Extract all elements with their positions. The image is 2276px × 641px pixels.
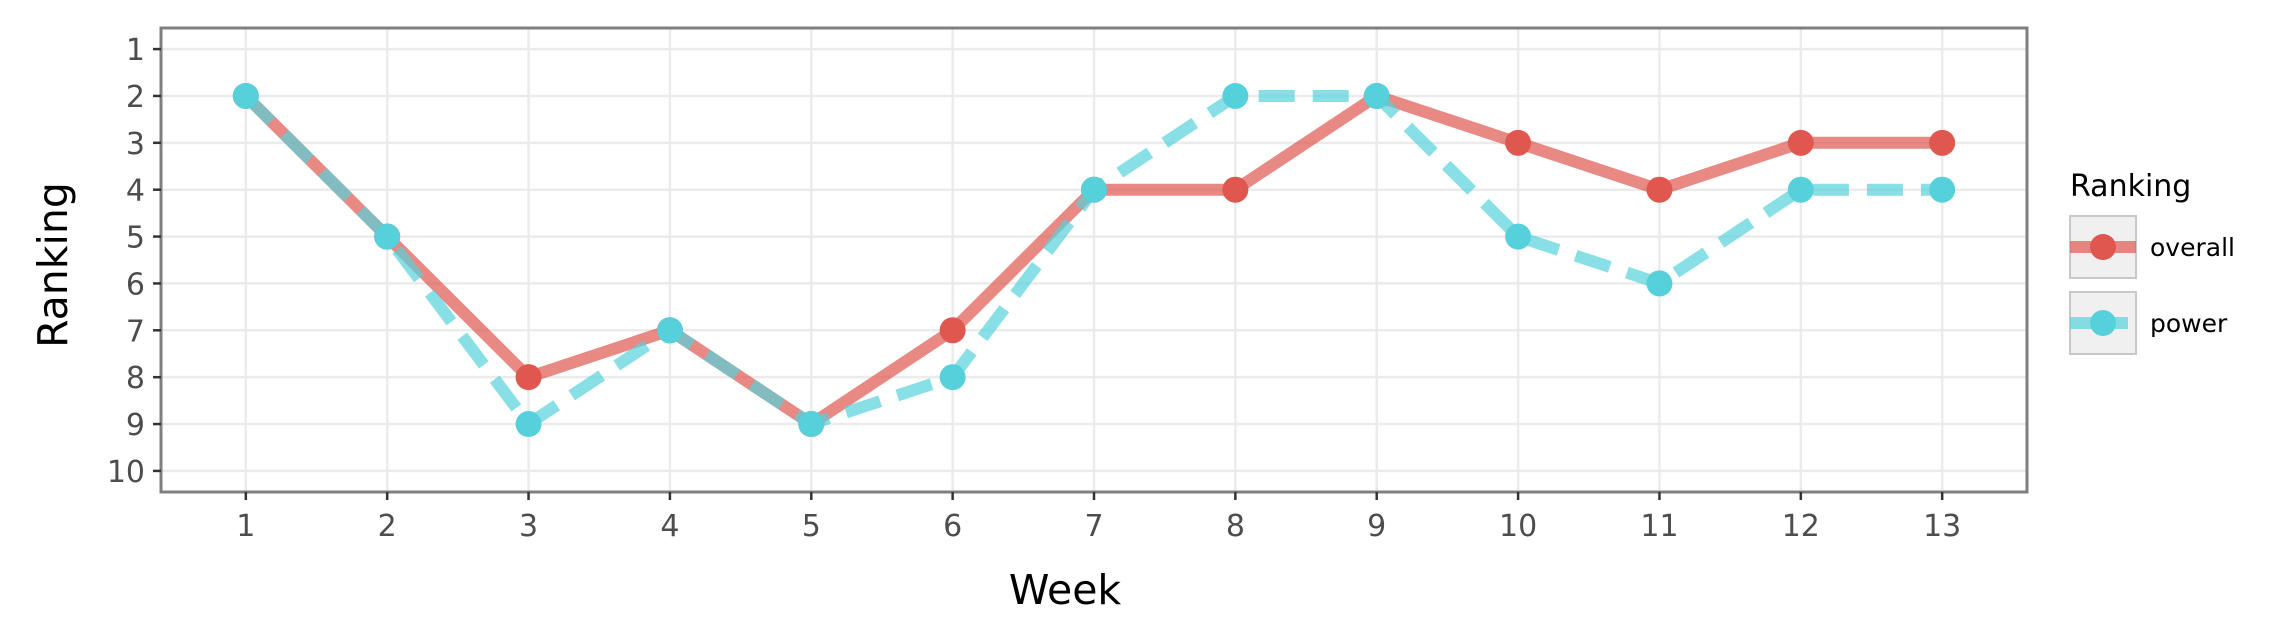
- x-tick-label: 5: [802, 509, 821, 544]
- data-point-power: [1363, 82, 1390, 109]
- data-point-power: [1929, 176, 1956, 203]
- x-tick-label: 6: [943, 509, 962, 544]
- x-tick-label: 1: [236, 509, 255, 544]
- y-tick-label: 2: [126, 80, 145, 115]
- data-point-overall: [1646, 176, 1673, 203]
- data-point-power: [656, 317, 683, 344]
- x-tick-label: 2: [378, 509, 397, 544]
- x-tick-label: 12: [1782, 509, 1820, 544]
- x-tick-label: 3: [519, 509, 538, 544]
- legend: Ranking overall power: [2069, 169, 2235, 355]
- x-tick-label: 8: [1226, 509, 1245, 544]
- data-point-power: [939, 364, 966, 391]
- legend-marker-overall: [2090, 234, 2116, 260]
- data-point-overall: [1505, 129, 1532, 156]
- data-point-overall: [1222, 176, 1249, 203]
- y-tick-label: 6: [126, 267, 145, 302]
- legend-marker-power: [2090, 310, 2116, 336]
- y-tick-label: 10: [107, 455, 145, 490]
- y-tick-label: 3: [126, 127, 145, 162]
- data-point-overall: [515, 364, 542, 391]
- data-point-power: [1222, 82, 1249, 109]
- y-tick-label: 8: [126, 361, 145, 396]
- y-tick-label: 5: [126, 221, 145, 256]
- legend-label-overall: overall: [2150, 233, 2235, 262]
- data-point-power: [1081, 176, 1107, 203]
- x-tick-label: 9: [1367, 509, 1386, 544]
- data-point-power: [1646, 270, 1673, 297]
- data-point-power: [374, 223, 401, 250]
- y-tick-label: 7: [126, 314, 145, 349]
- x-tick-label: 7: [1084, 509, 1103, 544]
- data-point-power: [232, 82, 259, 109]
- data-point-overall: [1787, 129, 1814, 156]
- data-point-overall: [1929, 129, 1956, 156]
- y-tick-label: 1: [126, 33, 145, 68]
- series-layer: [232, 82, 1956, 438]
- x-axis-title: Week: [1009, 566, 1122, 614]
- data-point-power: [798, 411, 825, 438]
- data-point-power: [1505, 223, 1532, 250]
- y-tick-label: 9: [126, 408, 145, 443]
- x-tick-label: 4: [660, 509, 679, 544]
- legend-title: Ranking: [2070, 169, 2191, 204]
- x-tick-label: 10: [1499, 509, 1537, 544]
- data-point-overall: [939, 317, 966, 344]
- x-tick-label: 13: [1923, 509, 1961, 544]
- x-tick-label: 11: [1640, 509, 1678, 544]
- y-tick-label: 4: [126, 174, 145, 209]
- y-axis-title: Ranking: [29, 182, 77, 348]
- data-point-power: [1787, 176, 1814, 203]
- data-point-power: [515, 411, 542, 438]
- legend-label-power: power: [2150, 309, 2228, 338]
